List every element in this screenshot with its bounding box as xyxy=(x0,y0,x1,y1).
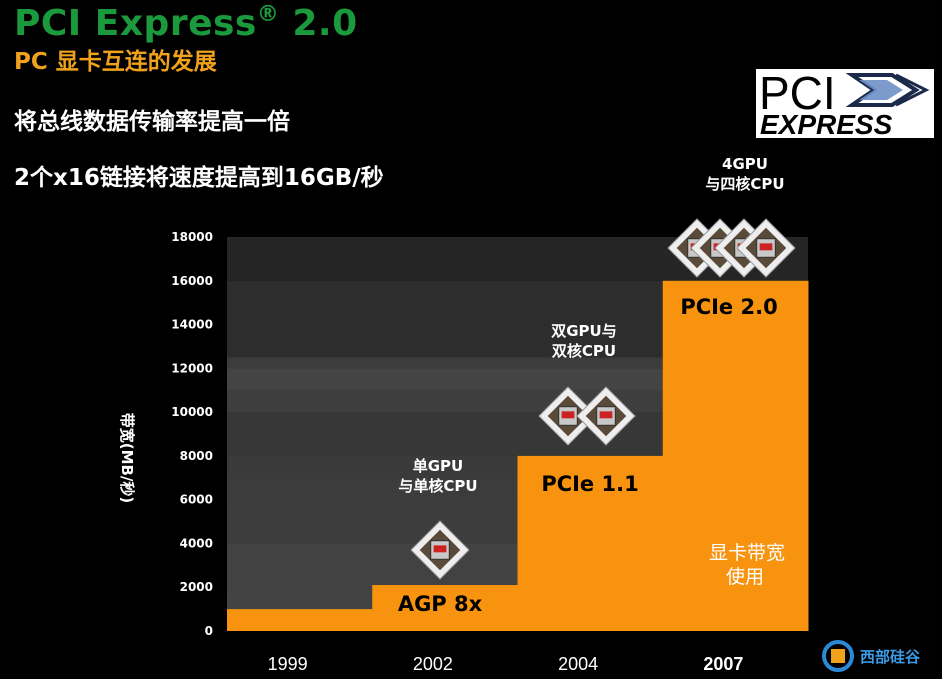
usage-label-line-1: 显卡带宽 xyxy=(709,542,785,564)
y-tick-label: 16000 xyxy=(171,274,213,288)
annotation-line: 4GPU xyxy=(722,155,768,173)
annotation-line: 与单核CPU xyxy=(398,477,477,495)
bullet-double-rate: 将总线数据传输率提高一倍 xyxy=(14,109,290,135)
x-axis-ticks: 1999 2002 2004 2007 xyxy=(268,654,744,674)
bars xyxy=(227,280,809,631)
pci-express-logo: PCI EXPRESS xyxy=(756,67,934,140)
registered-mark: ® xyxy=(256,2,280,27)
y-tick-label: 8000 xyxy=(180,449,213,463)
annotation-line: 单GPU xyxy=(413,457,464,475)
x-tick-label: 2004 xyxy=(558,654,598,674)
bar-label: PCIe 2.0 xyxy=(680,295,777,319)
grid-shade xyxy=(227,477,518,544)
bar-2004 xyxy=(517,455,664,631)
gpu-chip-icon xyxy=(410,520,470,580)
y-tick-label: 6000 xyxy=(180,493,213,507)
y-tick-label: 14000 xyxy=(171,318,213,332)
page-subtitle: PC 显卡互连的发展 xyxy=(14,42,217,76)
title-text: PCI Express xyxy=(14,3,257,44)
y-tick-label: 12000 xyxy=(171,361,213,375)
pci-express-chevron-icon xyxy=(845,73,930,107)
page-title: PCI Express® 2.0 xyxy=(14,2,358,44)
chip-logo-icon xyxy=(822,640,854,672)
bar-2002 xyxy=(372,585,518,631)
watermark: 西部硅谷 xyxy=(820,637,938,675)
y-tick-label: 0 xyxy=(205,624,213,638)
bar-2007 xyxy=(662,280,809,631)
x-tick-label: 2002 xyxy=(413,654,453,674)
y-axis-label: 带宽(MB/秒) xyxy=(118,413,136,504)
x-tick-label: 1999 xyxy=(268,654,308,674)
x-tick-label: 2007 xyxy=(703,654,743,674)
gpu-chip-icon xyxy=(736,218,796,278)
bullet-16gb: 2个x16链接将速度提高到16GB/秒 xyxy=(14,165,384,191)
y-axis-ticks: 0 2000 4000 6000 8000 10000 12000 14000 16000 180… xyxy=(171,230,213,638)
annotation-line: 双核CPU xyxy=(552,342,616,360)
y-tick-label: 18000 xyxy=(171,230,213,244)
subtitle-text: 显卡互连的发展 xyxy=(47,49,217,75)
grid-shade xyxy=(227,357,663,391)
y-tick-label: 4000 xyxy=(180,536,213,550)
y-tick-label: 2000 xyxy=(180,580,213,594)
gpu-chip-icon xyxy=(538,386,598,446)
title-version: 2.0 xyxy=(279,3,358,44)
bar-label: PCIe 1.1 xyxy=(541,472,638,496)
annotation-line: 与四核CPU xyxy=(705,175,784,193)
annotation-line: 双GPU与 xyxy=(551,322,617,340)
bar-1999 xyxy=(227,609,373,631)
y-tick-label: 10000 xyxy=(171,405,213,419)
gpu-chip-icon xyxy=(576,386,636,446)
gpu-icons xyxy=(410,218,796,580)
logo-express-text: EXPRESS xyxy=(760,109,893,138)
watermark-text: 西部硅谷 xyxy=(860,648,921,666)
usage-label-line-2: 使用 xyxy=(726,566,764,588)
pci-express-logo-graphic: PCI EXPRESS xyxy=(756,67,934,140)
watermark-graphic: 西部硅谷 xyxy=(822,640,921,672)
bar-labels: AGP 8x PCIe 1.1 PCIe 2.0 xyxy=(398,295,778,616)
subtitle-prefix: PC xyxy=(14,49,48,75)
logo-pci-text: PCI xyxy=(759,69,836,119)
grid-shade xyxy=(227,280,663,358)
bar-label: AGP 8x xyxy=(398,592,483,616)
